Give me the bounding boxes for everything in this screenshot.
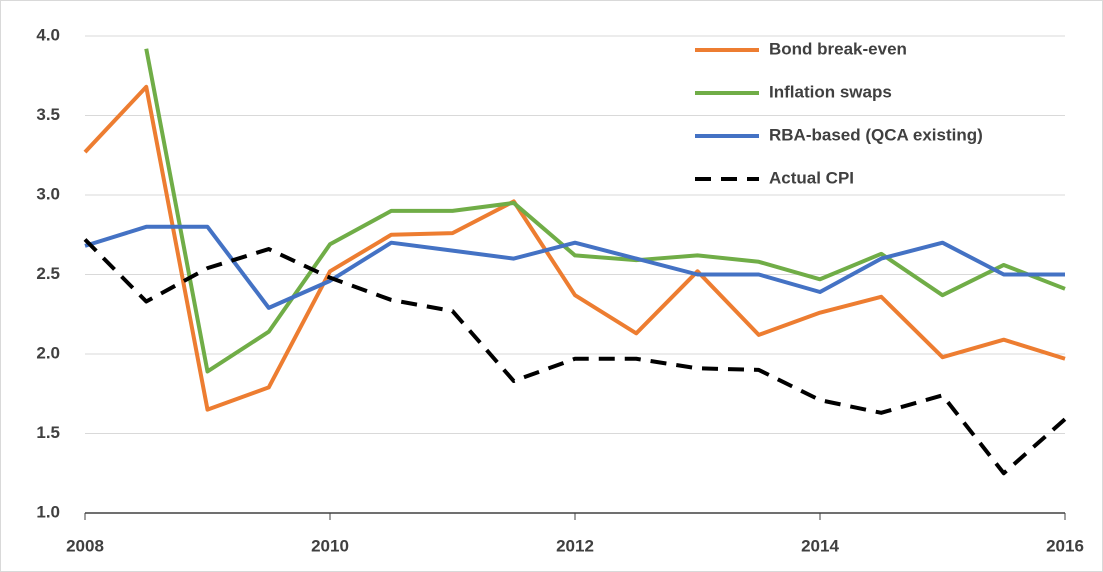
y-tick-label: 4.0 [36, 25, 60, 44]
legend-label: Bond break-even [769, 39, 907, 58]
series-line [83, 238, 1067, 476]
y-tick-label: 2.5 [36, 264, 60, 283]
y-tick-label: 3.0 [36, 184, 60, 203]
x-tick-label: 2016 [1046, 536, 1084, 555]
y-tick-label: 2.0 [36, 343, 60, 362]
series-line [144, 48, 1066, 374]
y-tick-label: 3.5 [36, 105, 60, 124]
series-line [83, 84, 1066, 412]
x-tick-label: 2014 [801, 536, 839, 555]
x-tick-label: 2010 [311, 536, 349, 555]
x-tick-label: 2012 [556, 536, 594, 555]
x-tick-label: 2008 [66, 536, 104, 555]
y-tick-label: 1.0 [36, 502, 60, 521]
y-tick-label: 1.5 [36, 423, 60, 442]
legend-label: RBA-based (QCA existing) [769, 125, 983, 144]
legend-label: Inflation swaps [769, 82, 892, 101]
series-line [84, 224, 1065, 310]
legend-label: Actual CPI [769, 168, 854, 187]
